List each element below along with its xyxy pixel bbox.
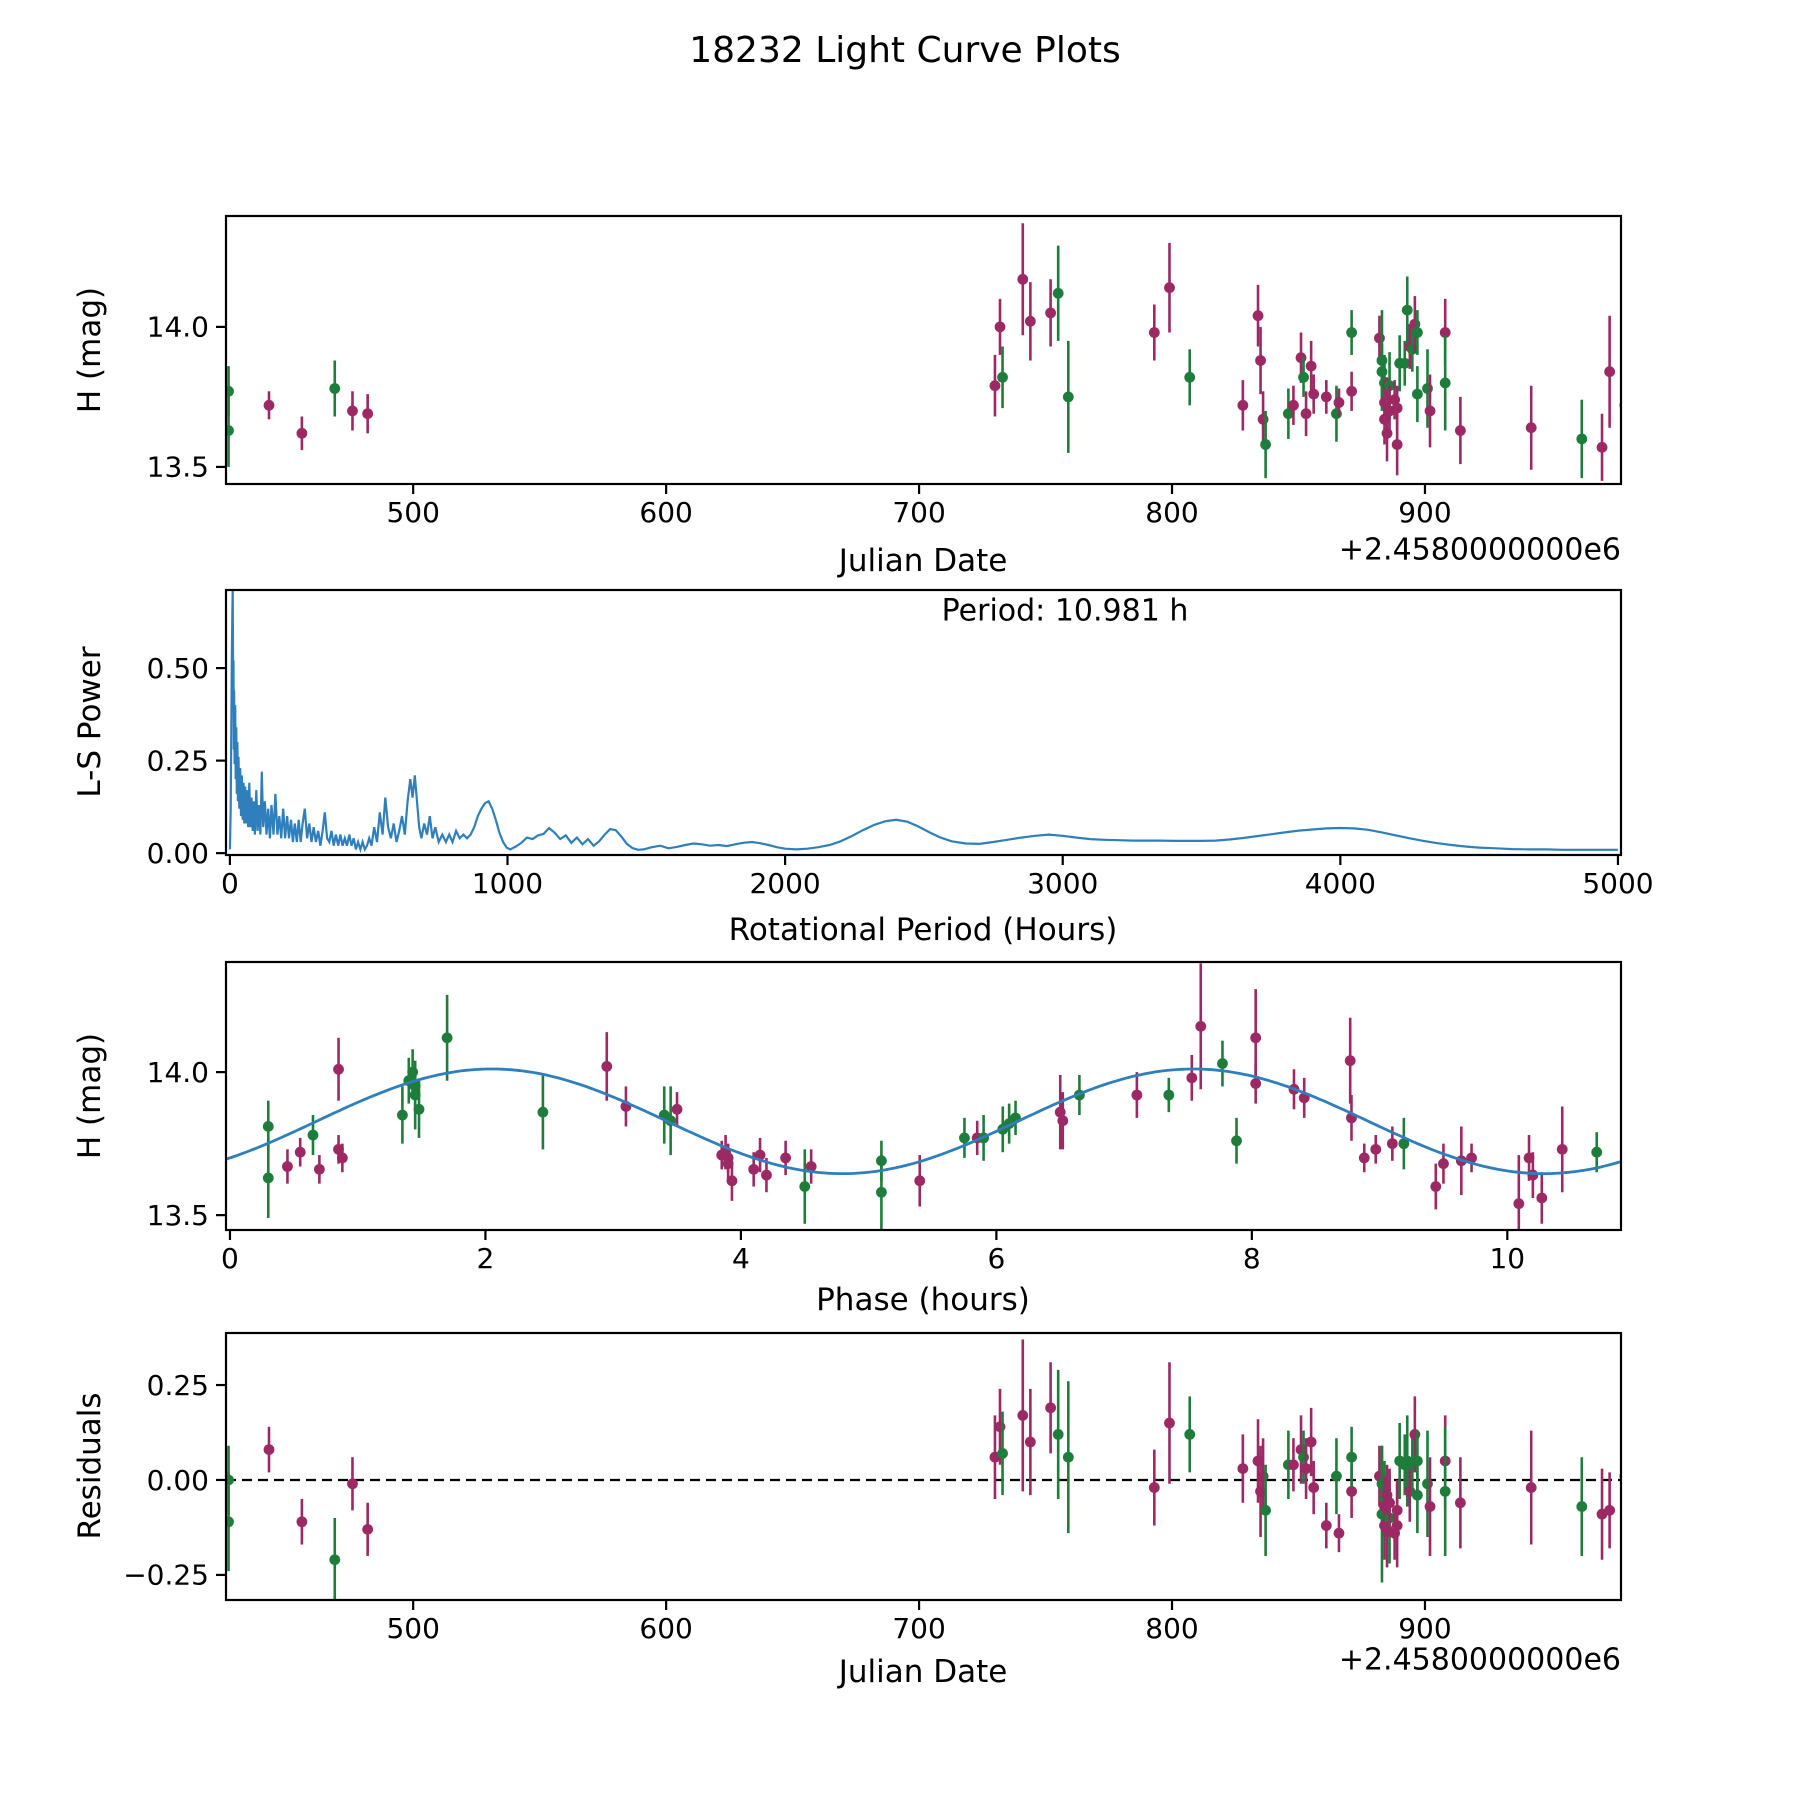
jd_lightcurve-x-ticks: 500 600 700 800 900 [386, 484, 1452, 529]
svg-text:6: 6 [987, 1242, 1005, 1275]
jd_lightcurve-axes-box [224, 214, 1623, 486]
periodogram-y-ticks: 0.00 0.25 0.50 [147, 652, 226, 870]
svg-text:0.25: 0.25 [147, 744, 209, 777]
svg-text:0.00: 0.00 [147, 1464, 209, 1497]
phase_folded-x-ticks: 0 2 4 6 8 10 [221, 1230, 1525, 1275]
phase_folded-axes-box [224, 960, 1623, 1232]
phase_folded-panel: 0 2 4 6 8 10 13.5 14.0 [147, 960, 1623, 1275]
residuals-axes-box [224, 1331, 1623, 1602]
jd-plot-xlabel: Julian Date [838, 543, 1008, 579]
svg-text:500: 500 [386, 496, 439, 529]
residuals-points [225, 1339, 1622, 1601]
periodogram-xlabel: Rotational Period (Hours) [728, 912, 1118, 948]
residuals-axis-offset: +2.4580000000e6 [1338, 1642, 1621, 1678]
svg-text:600: 600 [639, 1612, 692, 1645]
jd_lightcurve-points [225, 223, 1622, 481]
periodogram-x-ticks: 0 1000 2000 3000 4000 5000 [221, 855, 1654, 900]
svg-text:800: 800 [1145, 1612, 1198, 1645]
residuals-ylabel: Residuals [72, 1392, 108, 1540]
svg-text:900: 900 [1398, 1612, 1451, 1645]
svg-text:−0.25: −0.25 [123, 1559, 209, 1592]
svg-text:0.25: 0.25 [147, 1369, 209, 1402]
svg-text:5000: 5000 [1582, 867, 1653, 900]
periodogram-axes-box [224, 588, 1623, 857]
svg-text:900: 900 [1398, 496, 1451, 529]
residuals-panel: 500 600 700 800 900 −0.25 0.00 0.25 [123, 1331, 1623, 1645]
phase-plot-ylabel: H (mag) [72, 1032, 108, 1160]
svg-text:700: 700 [892, 496, 945, 529]
phase_folded-points [262, 963, 1603, 1231]
figure-title: 18232 Light Curve Plots [689, 30, 1121, 71]
svg-text:0: 0 [221, 867, 239, 900]
svg-text:0.00: 0.00 [147, 837, 209, 870]
jd-plot-axis-offset: +2.4580000000e6 [1338, 532, 1621, 568]
svg-text:14.0: 14.0 [147, 1056, 209, 1089]
svg-text:13.5: 13.5 [147, 1199, 209, 1232]
svg-text:8: 8 [1243, 1242, 1261, 1275]
jd_lightcurve-panel: 500 600 700 800 900 13.5 14.0 [147, 214, 1623, 529]
phase_folded-y-ticks: 13.5 14.0 [147, 1056, 226, 1232]
svg-text:14.0: 14.0 [147, 311, 209, 344]
jd_lightcurve-y-ticks: 13.5 14.0 [147, 311, 226, 484]
svg-text:4000: 4000 [1305, 867, 1376, 900]
residuals-y-ticks: −0.25 0.00 0.25 [123, 1369, 226, 1592]
svg-text:500: 500 [386, 1612, 439, 1645]
svg-text:2000: 2000 [749, 867, 820, 900]
svg-text:0.50: 0.50 [147, 652, 209, 685]
svg-text:800: 800 [1145, 496, 1198, 529]
svg-text:13.5: 13.5 [147, 451, 209, 484]
svg-text:3000: 3000 [1027, 867, 1098, 900]
svg-text:600: 600 [639, 496, 692, 529]
ls-power-curve [228, 590, 1618, 854]
periodogram-panel: 0 1000 2000 3000 4000 5000 0.00 0.25 0.50 [147, 588, 1654, 900]
sinusoid-fit-line [225, 1067, 1622, 1176]
periodogram-plot-area [228, 590, 1618, 854]
svg-text:2: 2 [477, 1242, 495, 1275]
residuals-xlabel: Julian Date [838, 1654, 1008, 1690]
svg-text:0: 0 [221, 1242, 239, 1275]
jd_lightcurve-plot-area [225, 223, 1622, 481]
period-annotation: Period: 10.981 h [941, 593, 1189, 629]
residuals-x-ticks: 500 600 700 800 900 [386, 1600, 1452, 1645]
svg-text:700: 700 [892, 1612, 945, 1645]
periodogram-ylabel: L-S Power [72, 646, 108, 798]
svg-text:10: 10 [1489, 1242, 1525, 1275]
phase_folded-plot-area [225, 963, 1622, 1231]
residuals-plot-area [225, 1339, 1622, 1601]
svg-text:4: 4 [732, 1242, 750, 1275]
phase-plot-xlabel: Phase (hours) [816, 1282, 1030, 1318]
svg-text:1000: 1000 [472, 867, 543, 900]
jd-plot-ylabel: H (mag) [72, 286, 108, 414]
